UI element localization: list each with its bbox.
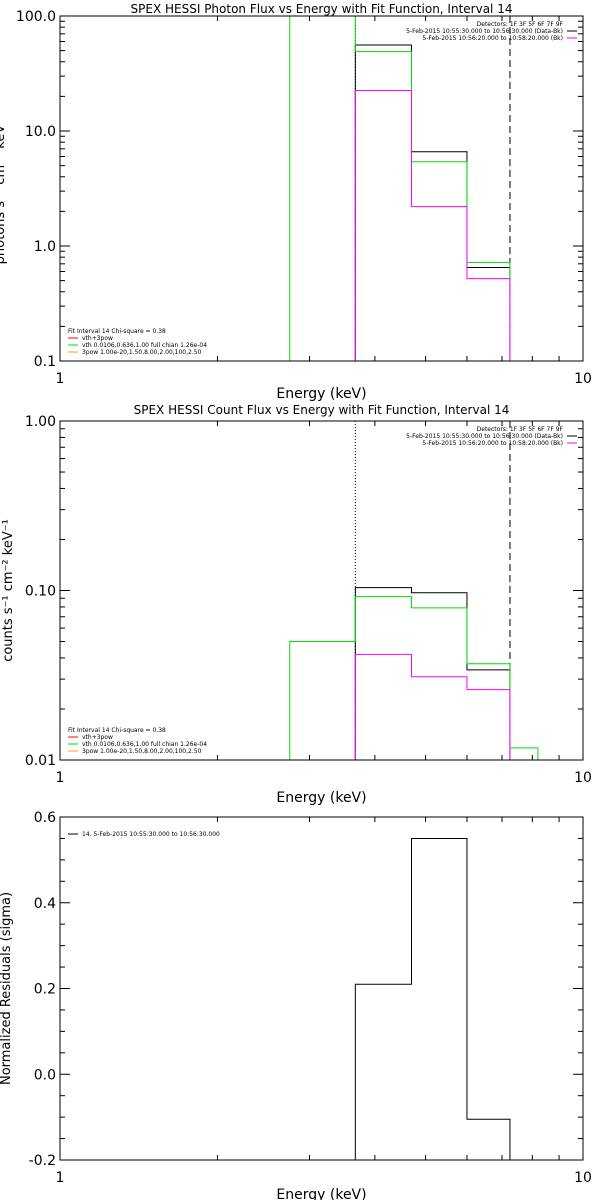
series-1-steps [354, 587, 511, 760]
series-2-steps [289, 16, 511, 361]
legend-top-right-text: Detectors: 1F 3F 5F 6F 7F 9F [477, 426, 564, 433]
y-tick-label: 0.0 [34, 1067, 56, 1083]
plot-data [289, 421, 539, 760]
legend-top-right-text: 5-Feb-2015 10:55:30.000 to 10:56:30.000 … [406, 28, 563, 35]
plot-data [354, 837, 511, 1160]
y-axis-label: Normalized Residuals (sigma) [0, 892, 14, 1085]
y-tick-label: 0.2 [34, 982, 56, 998]
y-tick-label: 0.4 [34, 896, 56, 912]
legend-bottom-left-text: vth 0.0106,0.636,1.00 full chian 1.26e-0… [82, 342, 207, 349]
chart-title: SPEX HESSI Count Flux vs Energy with Fit… [134, 403, 510, 417]
y-tick-label: 0.10 [25, 584, 56, 600]
y-tick-label: 0.1 [34, 354, 56, 370]
plot-frame [59, 816, 584, 1161]
chart-panel-3: 1 10 -0.2 0.0 0.2 0.4 0.6 Energy (keV) Normalize… [0, 810, 592, 1200]
y-tick-label: -0.2 [29, 1153, 56, 1169]
legend-bottom-left-text: vth 0.0106,0.636,1.00 full chian 1.26e-0… [82, 741, 207, 748]
legend-bottom-left-text: Fit Interval 14 Chi-square = 0.38 [68, 328, 166, 335]
legend-top-right-text: 5-Feb-2015 10:56:20.000 to 10:58:20.000 … [422, 440, 563, 447]
x-tick-label: 1 [56, 1170, 65, 1186]
x-tick-label: 10 [574, 770, 592, 786]
legend-bottom-left-text: vth+3pow [82, 734, 113, 741]
series-1-steps [354, 44, 511, 361]
plot-frame [59, 15, 584, 362]
legend-top-right-text: 5-Feb-2015 10:55:30.000 to 10:56:30.000 … [406, 433, 563, 440]
legend-bottom-left-text: 3pow 1.00e-20,1.50,8.00,2.00,100,2.50 [82, 349, 202, 356]
legend-bottom-left-text: Fit Interval 14 Chi-square = 0.38 [68, 727, 166, 734]
y-tick-label: 1.0 [34, 239, 56, 255]
x-axis-label: Energy (keV) [276, 790, 366, 806]
y-tick-label: 100.0 [16, 9, 56, 25]
legend-bottom-left-text: vth+3pow [82, 335, 113, 342]
y-tick-label: 0.01 [25, 753, 56, 769]
chart-panel-2: SPEX HESSI Count Flux vs Energy with Fit… [1, 403, 592, 806]
x-tick-label: 1 [56, 371, 65, 387]
series-3-steps [354, 653, 511, 760]
y-axis-label: counts s⁻¹ cm⁻² keV⁻¹ [1, 519, 16, 662]
x-tick-label: 10 [574, 1170, 592, 1186]
y-tick-label: 0.6 [34, 810, 56, 826]
chart-panel-1: SPEX HESSI Photon Flux vs Energy with Fi… [0, 2, 592, 402]
legend-top-right-text: 5-Feb-2015 10:56:20.000 to 10:58:20.000 … [422, 35, 563, 42]
x-tick-label: 1 [56, 770, 65, 786]
y-tick-label: 10.0 [25, 124, 56, 140]
x-axis-label: Energy (keV) [276, 1187, 366, 1200]
x-tick-label: 10 [574, 371, 592, 387]
legend-bottom-left-text: 3pow 1.00e-20,1.50,8.00,2.00,100,2.50 [82, 748, 202, 755]
legend-top-left-text: 14. 5-Feb-2015 10:55:30.000 to 10:56:30.… [82, 831, 220, 838]
chart-title: SPEX HESSI Photon Flux vs Energy with Fi… [131, 2, 513, 16]
plot-data [289, 16, 511, 361]
x-axis-label: Energy (keV) [276, 386, 366, 402]
y-axis-label: photons s⁻¹ cm⁻² keV⁻¹ [0, 113, 8, 265]
series-2-steps [289, 596, 539, 760]
plot-frame [59, 420, 584, 761]
series-3-steps [354, 89, 511, 361]
series-1-steps [354, 837, 511, 1160]
y-tick-label: 1.00 [25, 414, 56, 430]
legend-top-right-text: Detectors: 1F 3F 5F 6F 7F 9F [477, 21, 564, 28]
